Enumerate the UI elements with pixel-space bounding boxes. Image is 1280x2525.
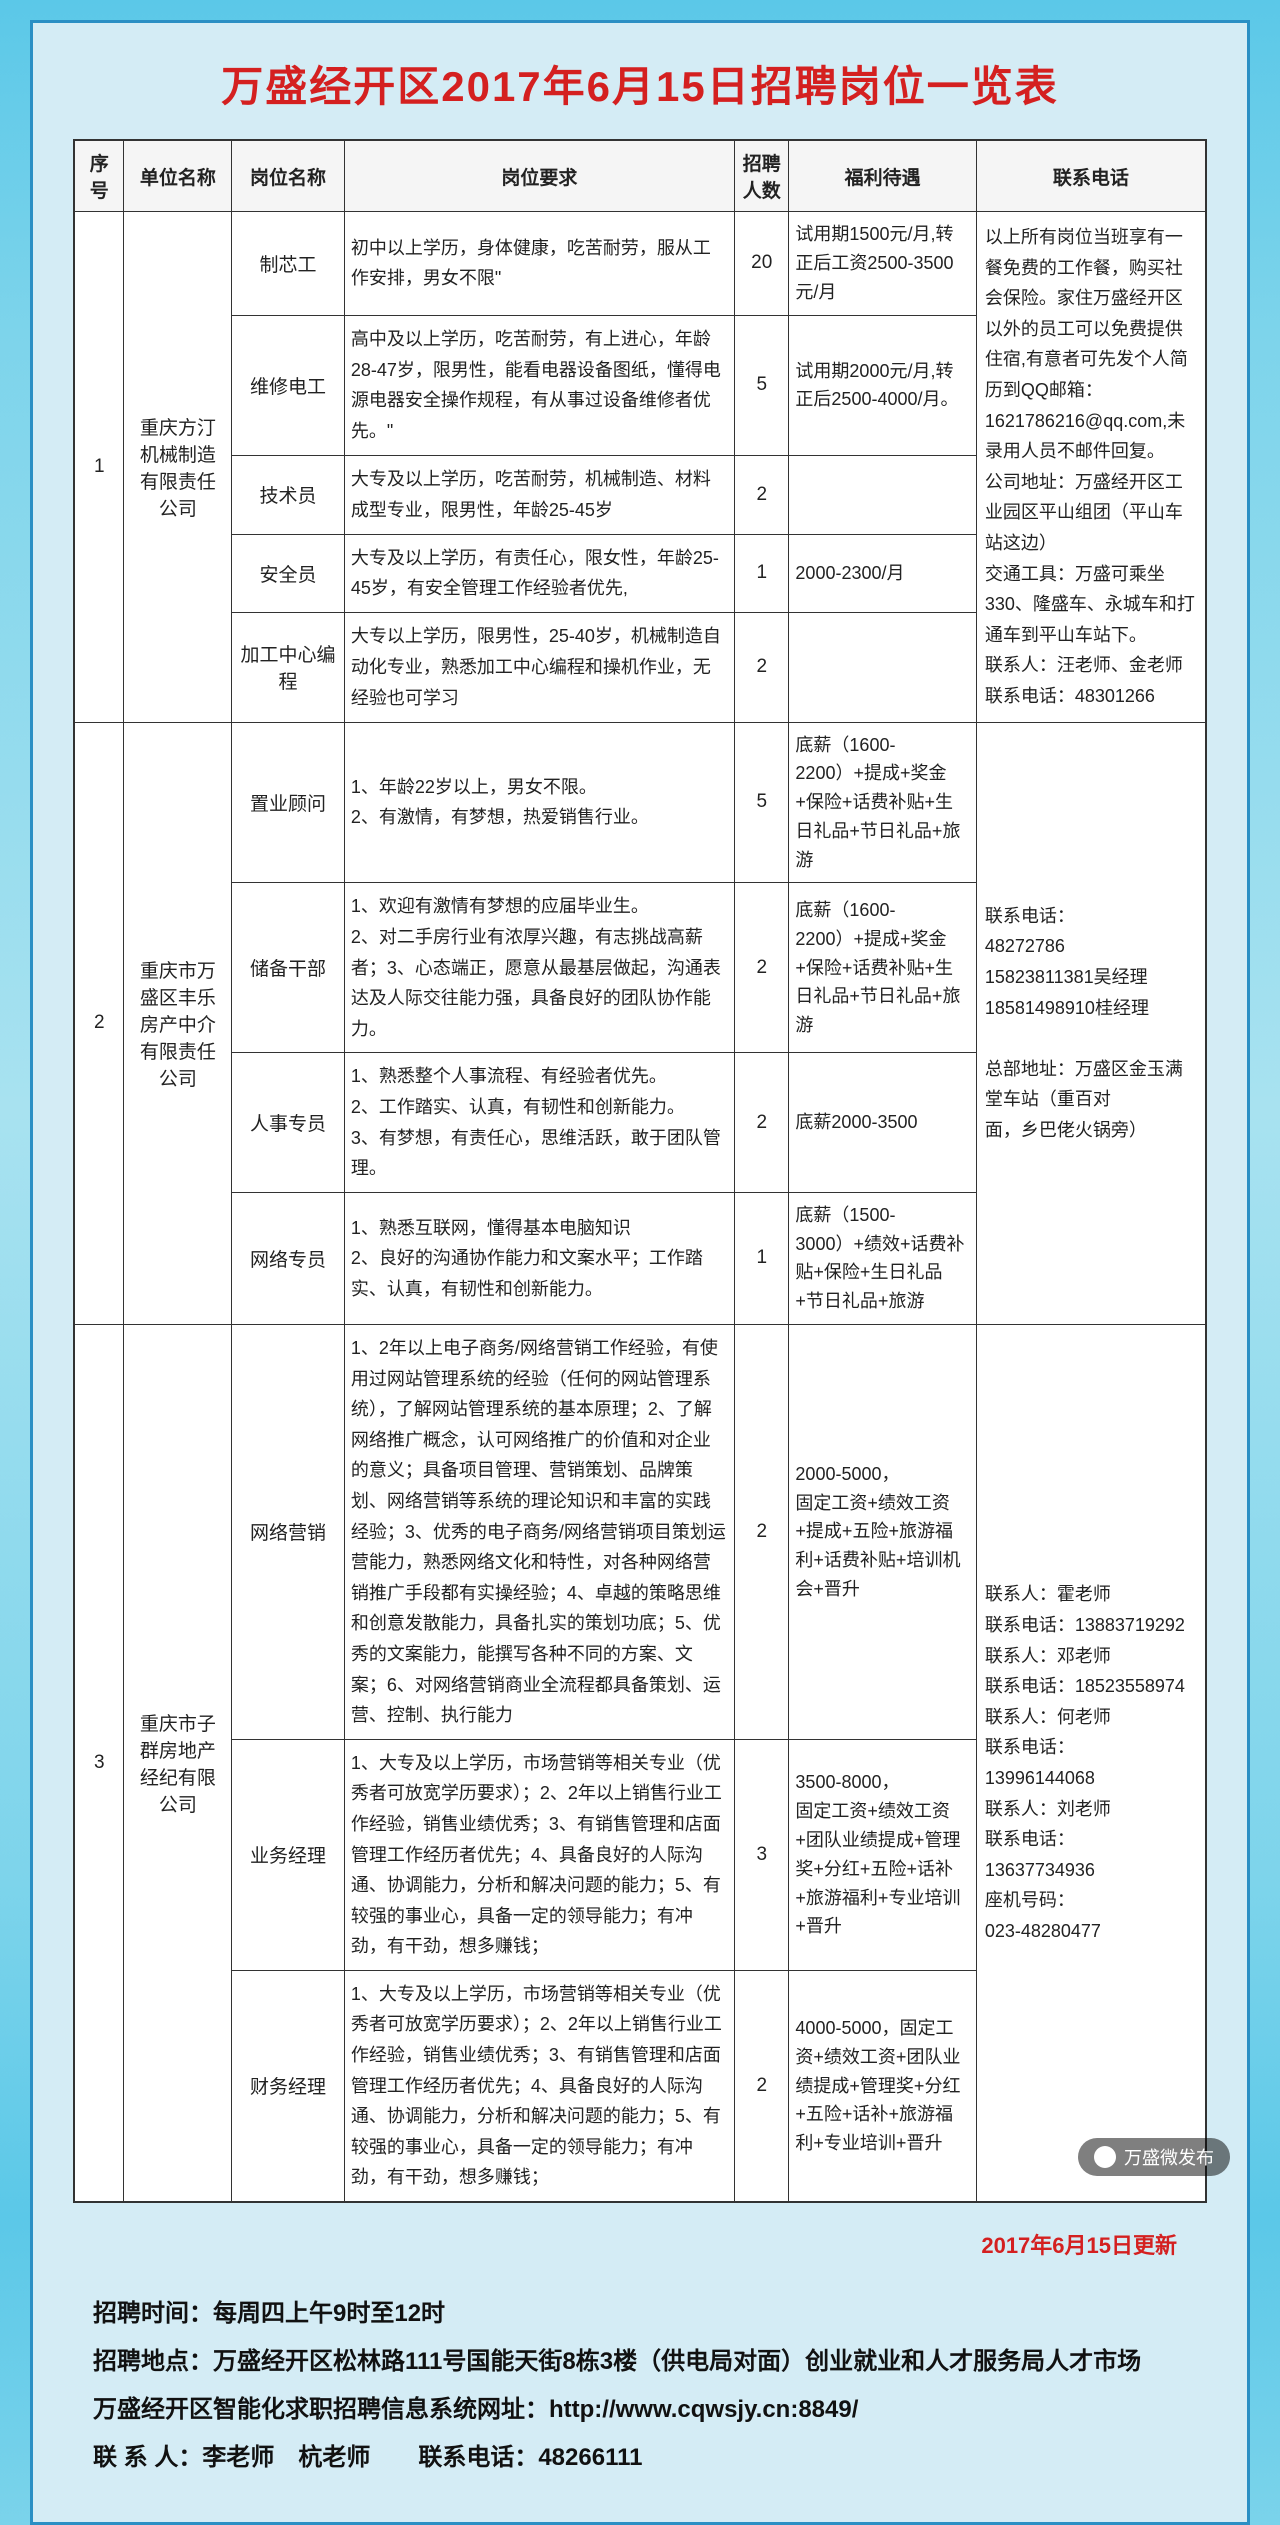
header-benefit: 福利待遇 — [789, 141, 976, 212]
cell-position: 网络专员 — [232, 1192, 345, 1324]
cell-company: 重庆市子群房地产经纪有限公司 — [124, 1325, 232, 2202]
header-count: 招聘人数 — [735, 141, 789, 212]
cell-count: 5 — [735, 315, 789, 455]
cell-position: 置业顾问 — [232, 722, 345, 883]
cell-count: 20 — [735, 212, 789, 316]
cell-count: 2 — [735, 883, 789, 1053]
header-seq: 序号 — [75, 141, 124, 212]
cell-benefit: 试用期1500元/月,转正后工资2500-3500元/月 — [789, 212, 976, 316]
cell-benefit: 2000-2300/月 — [789, 534, 976, 613]
cell-requirement: 大专及以上学历，吃苦耐劳，机械制造、材料成型专业，限男性，年龄25-45岁 — [344, 455, 734, 534]
cell-position: 技术员 — [232, 455, 345, 534]
footer-info: 招聘时间：每周四上午9时至12时 招聘地点：万盛经开区松林路111号国能天街8栋… — [43, 2270, 1237, 2512]
table-header-row: 序号 单位名称 岗位名称 岗位要求 招聘人数 福利待遇 联系电话 — [75, 141, 1206, 212]
cell-position: 储备干部 — [232, 883, 345, 1053]
footer-location: 招聘地点：万盛经开区松林路111号国能天街8栋3楼（供电局对面）创业就业和人才服… — [93, 2338, 1187, 2386]
cell-requirement: 1、大专及以上学历，市场营销等相关专业（优秀者可放宽学历要求）；2、2年以上销售… — [344, 1970, 734, 2201]
cell-count: 2 — [735, 1053, 789, 1192]
cell-count: 1 — [735, 534, 789, 613]
cell-count: 5 — [735, 722, 789, 883]
update-note: 2017年6月15日更新 — [43, 2213, 1237, 2270]
cell-requirement: 高中及以上学历，吃苦耐劳，有上进心，年龄28-47岁，限男性，能看电器设备图纸，… — [344, 315, 734, 455]
cell-position: 制芯工 — [232, 212, 345, 316]
cell-position: 人事专员 — [232, 1053, 345, 1192]
cell-seq: 1 — [75, 212, 124, 723]
cell-requirement: 1、2年以上电子商务/网络营销工作经验，有使用过网站管理系统的经验（任何的网站管… — [344, 1325, 734, 1740]
cell-benefit: 底薪（1600-2200）+提成+奖金+保险+话费补贴+生日礼品+节日礼品+旅游 — [789, 722, 976, 883]
cell-benefit — [789, 455, 976, 534]
footer-contact: 联 系 人：李老师 杭老师 联系电话：48266111 — [93, 2434, 1187, 2482]
cell-benefit: 底薪2000-3500 — [789, 1053, 976, 1192]
wechat-badge: 万盛微发布 — [1078, 2138, 1230, 2176]
cell-requirement: 大专以上学历，限男性，25-40岁，机械制造自动化专业，熟悉加工中心编程和操机作… — [344, 613, 734, 722]
cell-benefit: 3500-8000，固定工资+绩效工资+团队业绩提成+管理奖+分红+五险+话补+… — [789, 1739, 976, 1970]
cell-company: 重庆市万盛区丰乐房产中介有限责任公司 — [124, 722, 232, 1325]
cell-position: 维修电工 — [232, 315, 345, 455]
recruitment-table-container: 序号 单位名称 岗位名称 岗位要求 招聘人数 福利待遇 联系电话 1重庆方汀机械… — [73, 139, 1207, 2203]
footer-url: 万盛经开区智能化求职招聘信息系统网址：http://www.cqwsjy.cn:… — [93, 2386, 1187, 2434]
cell-position: 财务经理 — [232, 1970, 345, 2201]
table-row: 1重庆方汀机械制造有限责任公司制芯工初中以上学历，身体健康，吃苦耐劳，服从工作安… — [75, 212, 1206, 316]
cell-requirement: 1、熟悉整个人事流程、有经验者优先。2、工作踏实、认真，有韧性和创新能力。3、有… — [344, 1053, 734, 1192]
cell-benefit: 2000-5000，固定工资+绩效工资+提成+五险+旅游福利+话费补贴+培训机会… — [789, 1325, 976, 1740]
poster-frame: 万盛经开区2017年6月15日招聘岗位一览表 序号 单位名称 岗位名称 岗位要求… — [30, 20, 1250, 2525]
cell-count: 2 — [735, 1325, 789, 1740]
cell-position: 网络营销 — [232, 1325, 345, 1740]
cell-position: 加工中心编程 — [232, 613, 345, 722]
cell-contact: 联系人：霍老师联系电话：13883719292联系人：邓老师联系电话：18523… — [976, 1325, 1205, 2202]
cell-benefit — [789, 613, 976, 722]
cell-seq: 3 — [75, 1325, 124, 2202]
cell-requirement: 初中以上学历，身体健康，吃苦耐劳，服从工作安排，男女不限" — [344, 212, 734, 316]
cell-benefit: 底薪（1600-2200）+提成+奖金+保险+话费补贴+生日礼品+节日礼品+旅游 — [789, 883, 976, 1053]
recruitment-table: 序号 单位名称 岗位名称 岗位要求 招聘人数 福利待遇 联系电话 1重庆方汀机械… — [74, 140, 1206, 2202]
page-title: 万盛经开区2017年6月15日招聘岗位一览表 — [43, 33, 1237, 139]
wechat-account-name: 万盛微发布 — [1124, 2144, 1214, 2170]
header-position: 岗位名称 — [232, 141, 345, 212]
cell-requirement: 大专及以上学历，有责任心，限女性，年龄25-45岁，有安全管理工作经验者优先, — [344, 534, 734, 613]
cell-benefit: 底薪（1500-3000）+绩效+话费补贴+保险+生日礼品+节日礼品+旅游 — [789, 1192, 976, 1324]
cell-seq: 2 — [75, 722, 124, 1325]
cell-benefit: 试用期2000元/月,转正后2500-4000/月。 — [789, 315, 976, 455]
footer-time: 招聘时间：每周四上午9时至12时 — [93, 2290, 1187, 2338]
header-company: 单位名称 — [124, 141, 232, 212]
header-contact: 联系电话 — [976, 141, 1205, 212]
cell-contact: 联系电话：4827278615823811381吴经理18581498910桂经… — [976, 722, 1205, 1325]
cell-count: 2 — [735, 613, 789, 722]
cell-requirement: 1、年龄22岁以上，男女不限。2、有激情，有梦想，热爱销售行业。 — [344, 722, 734, 883]
header-requirement: 岗位要求 — [344, 141, 734, 212]
cell-count: 2 — [735, 1970, 789, 2201]
wechat-icon — [1094, 2146, 1116, 2168]
cell-requirement: 1、欢迎有激情有梦想的应届毕业生。2、对二手房行业有浓厚兴趣，有志挑战高薪者；3… — [344, 883, 734, 1053]
cell-benefit: 4000-5000，固定工资+绩效工资+团队业绩提成+管理奖+分红+五险+话补+… — [789, 1970, 976, 2201]
cell-requirement: 1、大专及以上学历，市场营销等相关专业（优秀者可放宽学历要求）；2、2年以上销售… — [344, 1739, 734, 1970]
cell-count: 3 — [735, 1739, 789, 1970]
cell-count: 1 — [735, 1192, 789, 1324]
cell-contact: 以上所有岗位当班享有一餐免费的工作餐，购买社会保险。家住万盛经开区以外的员工可以… — [976, 212, 1205, 723]
cell-position: 业务经理 — [232, 1739, 345, 1970]
cell-position: 安全员 — [232, 534, 345, 613]
cell-count: 2 — [735, 455, 789, 534]
table-row: 3重庆市子群房地产经纪有限公司网络营销1、2年以上电子商务/网络营销工作经验，有… — [75, 1325, 1206, 1740]
cell-requirement: 1、熟悉互联网，懂得基本电脑知识2、良好的沟通协作能力和文案水平；工作踏实、认真… — [344, 1192, 734, 1324]
table-row: 2重庆市万盛区丰乐房产中介有限责任公司置业顾问1、年龄22岁以上，男女不限。2、… — [75, 722, 1206, 883]
cell-company: 重庆方汀机械制造有限责任公司 — [124, 212, 232, 723]
